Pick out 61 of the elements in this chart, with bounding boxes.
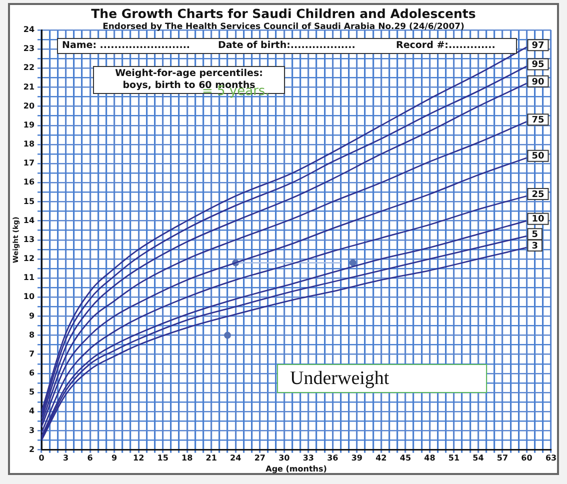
y-tick-label: 2 xyxy=(28,444,35,454)
y-tick-label: 10 xyxy=(23,292,35,302)
y-tick-label: 21 xyxy=(23,82,35,92)
annotation: Record #:............. xyxy=(396,40,496,51)
y-tick-label: 16 xyxy=(23,178,35,187)
series-label: 5 xyxy=(532,230,538,240)
x-tick-label: 57 xyxy=(496,454,508,463)
y-tick-label: 22 xyxy=(23,63,35,72)
series-label: 75 xyxy=(532,115,544,126)
x-tick-label: 39 xyxy=(351,454,363,463)
y-tick-label: 23 xyxy=(23,44,35,54)
y-tick-label: 11 xyxy=(23,273,35,282)
y-tick-label: 5 xyxy=(28,388,35,397)
x-tick-label: 9 xyxy=(112,454,118,463)
x-tick-label: 48 xyxy=(424,454,436,463)
x-tick-label: 30 xyxy=(278,454,290,463)
x-tick-label: 6 xyxy=(87,454,94,463)
x-tick-label: 54 xyxy=(472,454,484,463)
chart-title: The Growth Charts for Saudi Children and Adolescents xyxy=(90,6,477,21)
annotation: Date of birth:.................. xyxy=(218,40,356,51)
y-tick-label: 9 xyxy=(28,311,35,320)
text-box: Underweight xyxy=(277,364,487,393)
y-tick-label: 7 xyxy=(28,349,35,358)
x-tick-label: 42 xyxy=(376,454,387,463)
x-tick-label: 3 xyxy=(63,454,69,463)
series-label: 97 xyxy=(532,41,544,52)
x-tick-label: 45 xyxy=(400,454,412,463)
x-tick-label: 60 xyxy=(521,454,533,463)
y-tick-label: 8 xyxy=(28,330,35,340)
x-tick-label: 36 xyxy=(327,454,339,463)
y-tick-label: 17 xyxy=(23,158,35,168)
x-tick-label: 24 xyxy=(230,454,242,463)
x-tick-label: 33 xyxy=(302,454,314,463)
annotation: Name: ......................... xyxy=(62,40,190,51)
y-tick-label: 20 xyxy=(23,101,35,110)
y-tick-label: 4 xyxy=(28,406,35,416)
series-label: 10 xyxy=(532,214,544,225)
series-label: 90 xyxy=(532,77,544,88)
series-label: 3 xyxy=(532,241,538,252)
y-tick-label: 24 xyxy=(23,25,35,34)
x-axis-title: Age (months) xyxy=(266,464,327,474)
x-tick-label: 63 xyxy=(545,454,557,463)
x-tick-label: 0 xyxy=(38,454,45,463)
x-tick-label: 18 xyxy=(182,454,194,463)
y-tick-label: 14 xyxy=(23,216,35,225)
y-tick-label: 6 xyxy=(28,368,35,378)
y-tick-label: 19 xyxy=(23,120,35,130)
chart-subtitle: Endorsed by The Health Services Council of Saudi Arabia No.29 (24/6/2007) xyxy=(102,22,464,32)
y-tick-label: 13 xyxy=(23,234,35,244)
y-tick-label: 15 xyxy=(23,196,35,206)
x-tick-label: 15 xyxy=(157,454,169,463)
y-tick-label: 12 xyxy=(23,254,35,264)
series-label: 95 xyxy=(532,60,544,70)
x-tick-label: 27 xyxy=(254,454,266,463)
x-tick-label: 21 xyxy=(206,454,218,463)
x-tick-label: 12 xyxy=(133,454,144,463)
y-tick-label: 18 xyxy=(23,140,35,149)
y-tick-label: 3 xyxy=(28,426,35,435)
x-tick-label: 51 xyxy=(448,454,460,463)
series-label: 50 xyxy=(532,152,544,162)
series-label: 25 xyxy=(532,190,544,200)
